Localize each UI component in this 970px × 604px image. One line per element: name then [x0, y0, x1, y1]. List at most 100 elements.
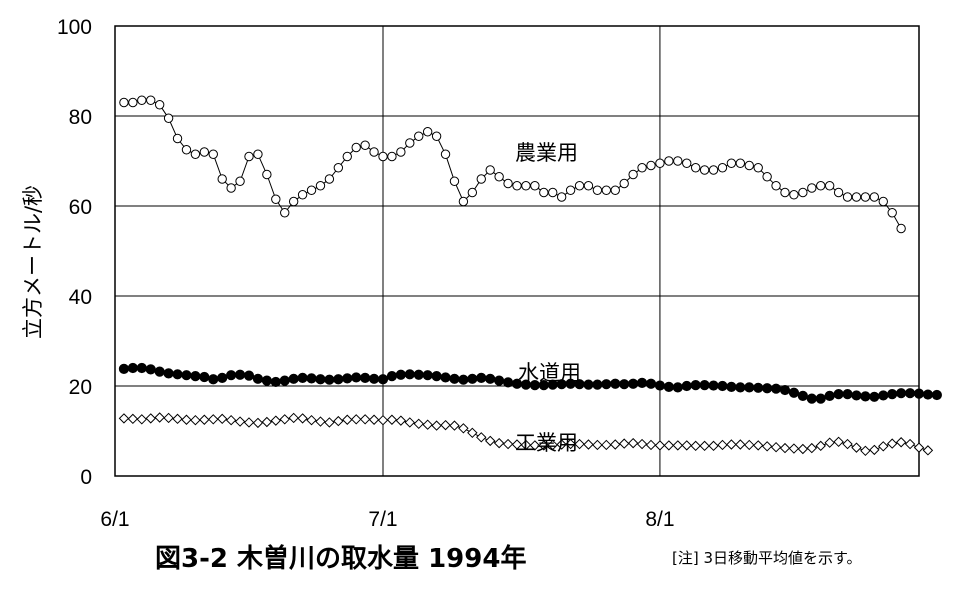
data-point [279, 414, 290, 425]
data-point [833, 389, 844, 400]
data-point [297, 413, 308, 424]
data-point [351, 372, 362, 383]
data-point [726, 439, 737, 450]
data-point [137, 95, 147, 105]
data-point [190, 371, 201, 382]
y-tick-label: 60 [69, 196, 92, 219]
data-point [806, 442, 818, 454]
data-point [458, 196, 469, 207]
data-point [627, 437, 639, 449]
series-layer [118, 95, 942, 457]
data-point [405, 138, 415, 148]
data-point [476, 372, 487, 383]
data-point [708, 380, 719, 391]
data-point [860, 445, 871, 457]
data-point [243, 417, 255, 428]
data-point [744, 382, 755, 393]
data-point [779, 384, 791, 396]
data-point [342, 151, 352, 162]
data-point [619, 379, 630, 390]
data-point [127, 362, 138, 374]
data-point [493, 437, 505, 449]
data-point [413, 369, 424, 380]
data-point [860, 192, 871, 202]
data-point [136, 362, 147, 374]
data-point [181, 370, 192, 381]
data-point [860, 391, 871, 402]
data-point [163, 412, 174, 424]
data-point [297, 190, 308, 200]
data-point [217, 174, 227, 184]
data-point [913, 442, 925, 453]
data-point [654, 380, 666, 391]
data-point [699, 380, 710, 391]
data-point [145, 364, 156, 375]
data-point [637, 163, 647, 173]
data-point [645, 439, 657, 451]
data-point [672, 382, 683, 393]
data-point [726, 381, 737, 392]
data-point [118, 413, 130, 424]
data-point [636, 377, 648, 388]
data-point [789, 190, 799, 200]
data-point [520, 439, 532, 451]
data-point [190, 149, 201, 159]
data-point [199, 414, 210, 425]
data-point [288, 196, 299, 207]
data-point [404, 417, 416, 428]
data-point [136, 414, 148, 425]
data-point [351, 142, 361, 153]
data-point [565, 438, 576, 450]
data-point [717, 163, 728, 173]
data-point [476, 432, 487, 443]
data-point [592, 439, 603, 451]
data-point [146, 95, 156, 105]
data-point [485, 165, 495, 175]
data-point [404, 369, 415, 380]
data-point [601, 439, 612, 451]
data-point [601, 379, 612, 390]
data-point [199, 147, 210, 157]
data-point [869, 444, 880, 456]
chart-title: 図3-2 木曽川の取水量 1994年 [155, 543, 526, 574]
data-point [190, 414, 201, 426]
data-point [762, 383, 773, 394]
data-point [744, 160, 754, 171]
data-point [601, 185, 612, 195]
data-point [288, 373, 299, 384]
y-tick-label: 80 [69, 106, 92, 129]
data-point [324, 374, 335, 385]
data-point [350, 414, 362, 425]
series-industrial [118, 412, 934, 457]
data-point [449, 420, 460, 431]
data-point [618, 438, 630, 449]
data-point [306, 373, 317, 384]
data-point [761, 441, 773, 452]
series-agricultural [119, 95, 906, 234]
data-point [664, 156, 674, 166]
data-point [172, 369, 183, 380]
y-axis-label: 立方メートル/秒 [21, 185, 45, 339]
data-point [726, 158, 737, 168]
data-point [458, 374, 469, 385]
data-point [306, 185, 317, 195]
data-point [922, 445, 934, 456]
data-point [708, 440, 719, 452]
data-point [225, 414, 237, 426]
data-point [539, 187, 549, 198]
data-point [360, 140, 370, 150]
data-point [824, 437, 835, 448]
data-point [333, 163, 344, 173]
data-point [628, 169, 638, 180]
data-point [717, 439, 728, 451]
data-point [253, 149, 263, 159]
data-point [655, 158, 665, 168]
data-point [574, 181, 585, 191]
data-point [798, 187, 808, 198]
data-point [904, 438, 916, 450]
data-point [396, 147, 406, 157]
data-point [681, 440, 692, 451]
data-point [271, 194, 281, 204]
data-point [556, 192, 567, 202]
